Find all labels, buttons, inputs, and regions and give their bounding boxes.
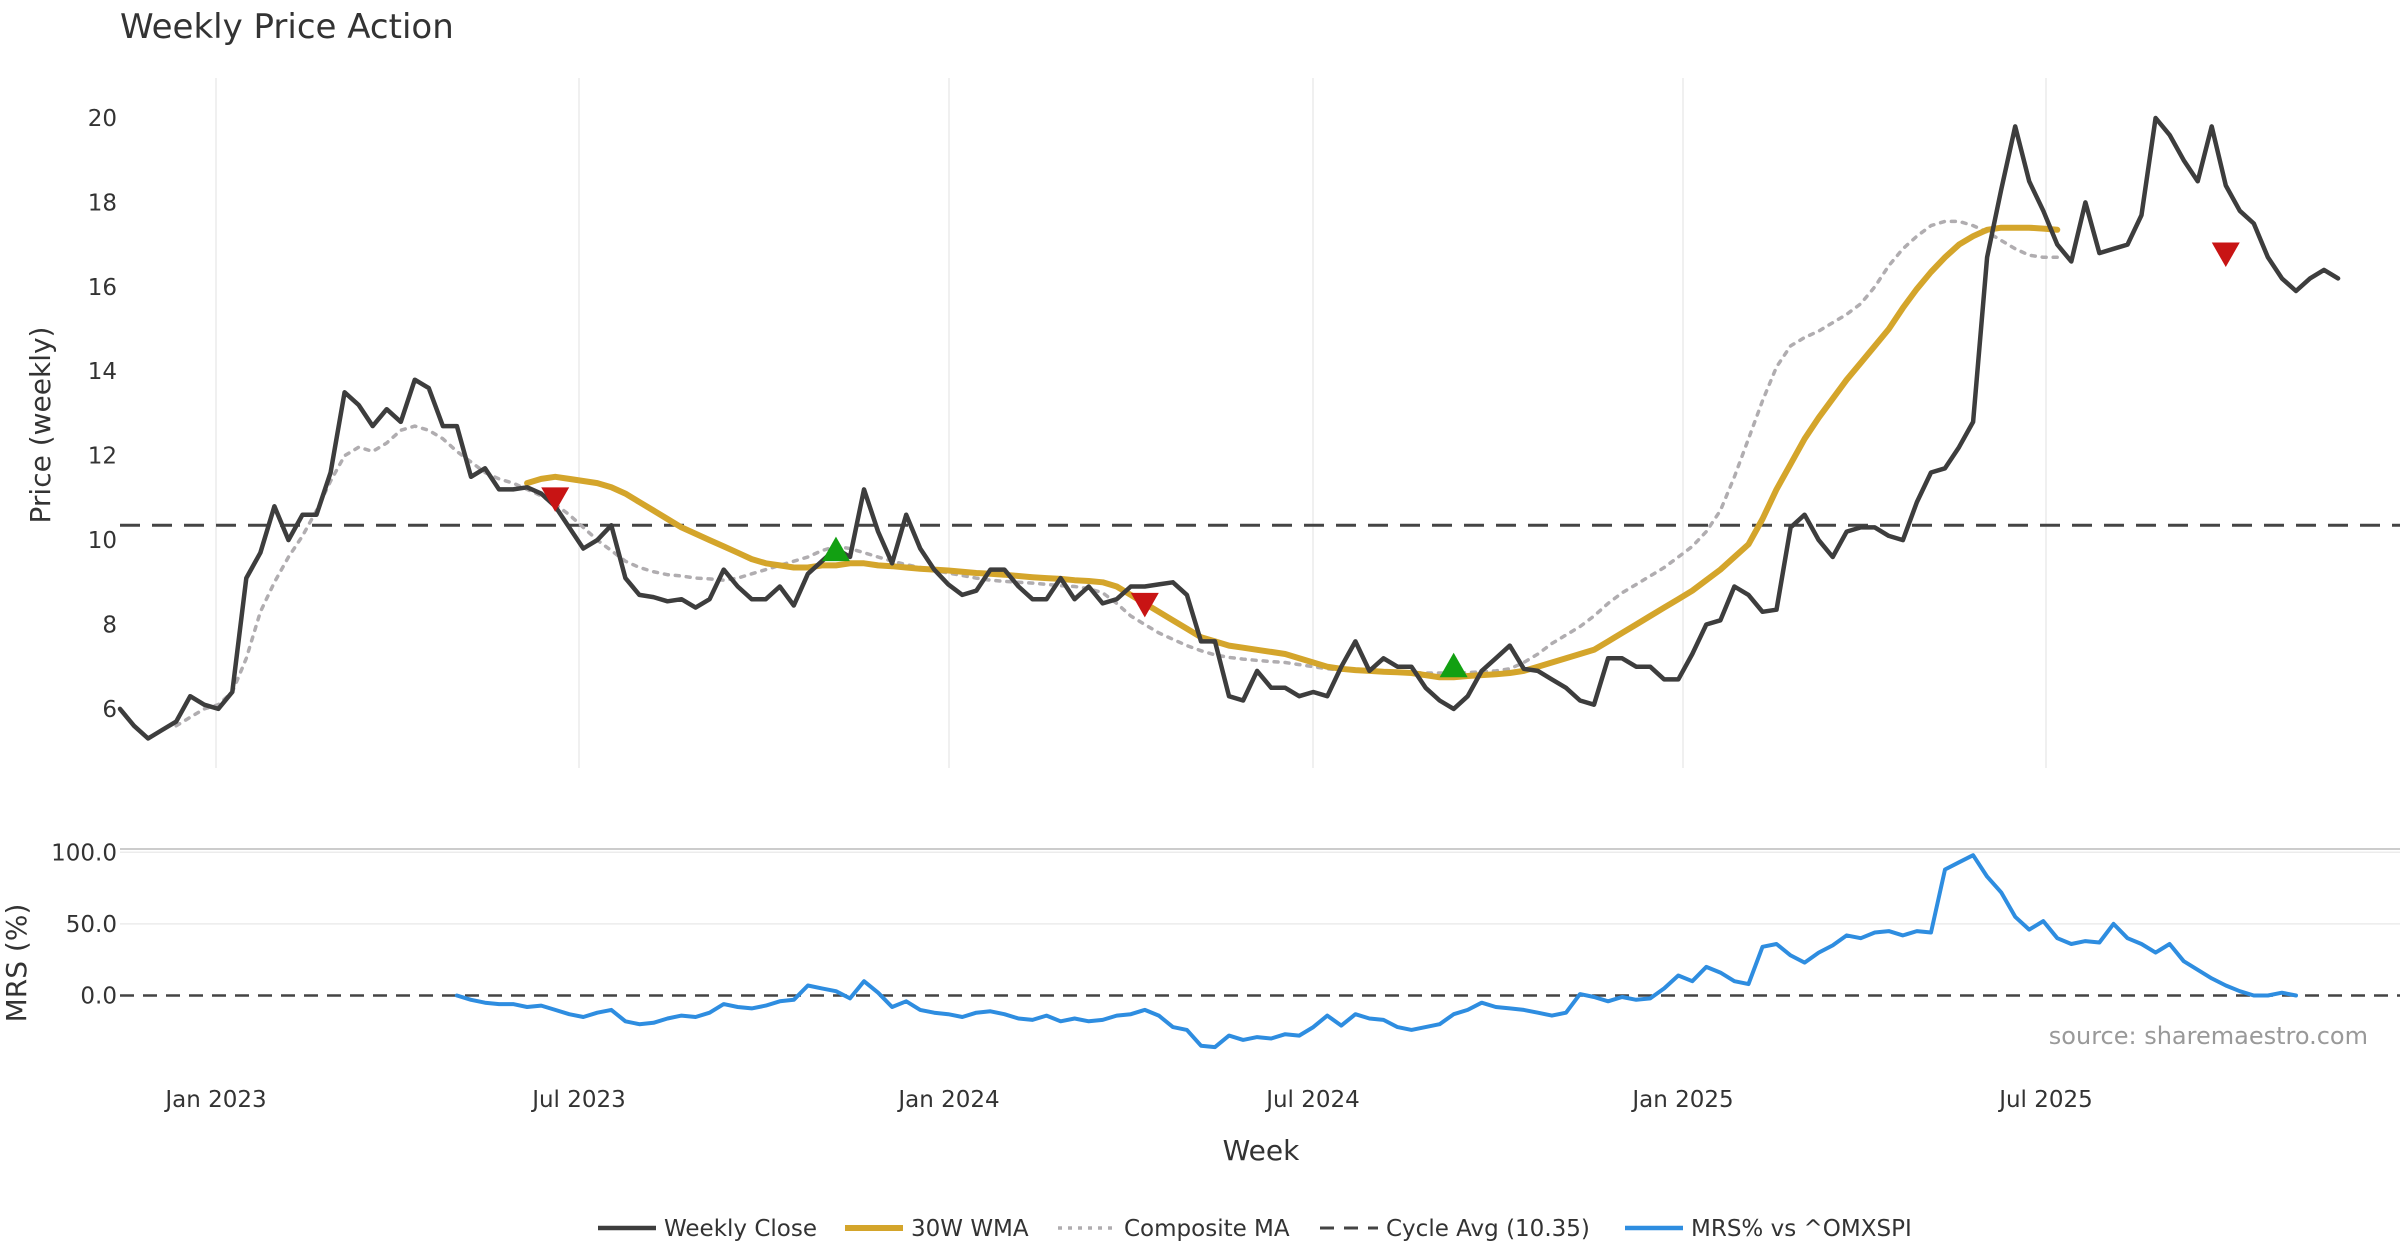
composite-ma-line: [174, 219, 2060, 728]
mrs-tick-label: 0.0: [80, 984, 117, 1010]
sell-signal-marker: [541, 487, 570, 512]
y-tick-label: 20: [88, 106, 117, 132]
buy-signal-marker: [821, 536, 850, 562]
y-axis-label: Price (weekly): [24, 327, 57, 524]
legend-entry: Composite MA: [1058, 1216, 1290, 1242]
legend-entry: MRS% vs ^OMXSPI: [1625, 1216, 1912, 1242]
sell-signal-marker: [2211, 242, 2240, 268]
x-tick-label: Jul 2023: [530, 1087, 626, 1113]
legend-label: 30W WMA: [911, 1216, 1029, 1242]
y-tick-label: 14: [88, 359, 117, 385]
y-tick-label: 16: [88, 275, 117, 301]
x-ticks: Jan 2023 Jul 2023 Jan 2024 Jul 2024 Jan 2025…: [163, 1087, 2092, 1113]
legend-label: Weekly Close: [664, 1216, 817, 1242]
y-tick-label: 10: [88, 528, 117, 554]
wma-30w-line: [524, 224, 2061, 681]
mrs-y-ticks: 100.0 50.0 0.0: [51, 840, 117, 1009]
mrs-tick-label: 50.0: [66, 912, 117, 938]
x-tick-label: Jul 2025: [1997, 1087, 2093, 1113]
y-tick-label: 8: [102, 612, 117, 638]
buy-signal-marker: [1439, 652, 1468, 678]
signal-markers: [541, 242, 2240, 678]
legend-label: Composite MA: [1124, 1216, 1290, 1242]
legend: Weekly Close 30W WMA Composite MA Cycle Avg…: [598, 1216, 1912, 1242]
x-tick-label: Jul 2024: [1264, 1087, 1360, 1113]
sell-signal-marker: [1130, 592, 1159, 618]
mrs-tick-label: 100.0: [51, 840, 117, 866]
x-tick-label: Jan 2024: [896, 1087, 999, 1113]
mrs-line: [454, 853, 2298, 1050]
legend-label: Cycle Avg (10.35): [1386, 1216, 1590, 1242]
series-layer: [117, 115, 2341, 1050]
y-tick-label: 12: [88, 444, 117, 470]
y-tick-label: 6: [102, 697, 117, 723]
y-tick-label: 18: [88, 190, 117, 216]
x-tick-label: Jan 2023: [163, 1087, 266, 1113]
legend-entry: Cycle Avg (10.35): [1320, 1216, 1590, 1242]
cycle-average-layer: [120, 523, 2400, 997]
legend-entry: 30W WMA: [845, 1216, 1029, 1242]
legend-entry: Weekly Close: [598, 1216, 817, 1242]
x-axis-label: Week: [1223, 1134, 1300, 1167]
x-tick-label: Jan 2025: [1630, 1087, 1733, 1113]
legend-label: MRS% vs ^OMXSPI: [1691, 1216, 1912, 1242]
chart-title: Weekly Price Action: [120, 7, 454, 47]
source-label: source: sharemaestro.com: [2049, 1022, 2368, 1050]
gridlines: [120, 78, 2400, 925]
weekly-close-line: [117, 115, 2341, 741]
mrs-axis-label: MRS (%): [0, 904, 33, 1023]
price-y-ticks: 6 8 10 12 14 16 18 20: [88, 106, 117, 723]
